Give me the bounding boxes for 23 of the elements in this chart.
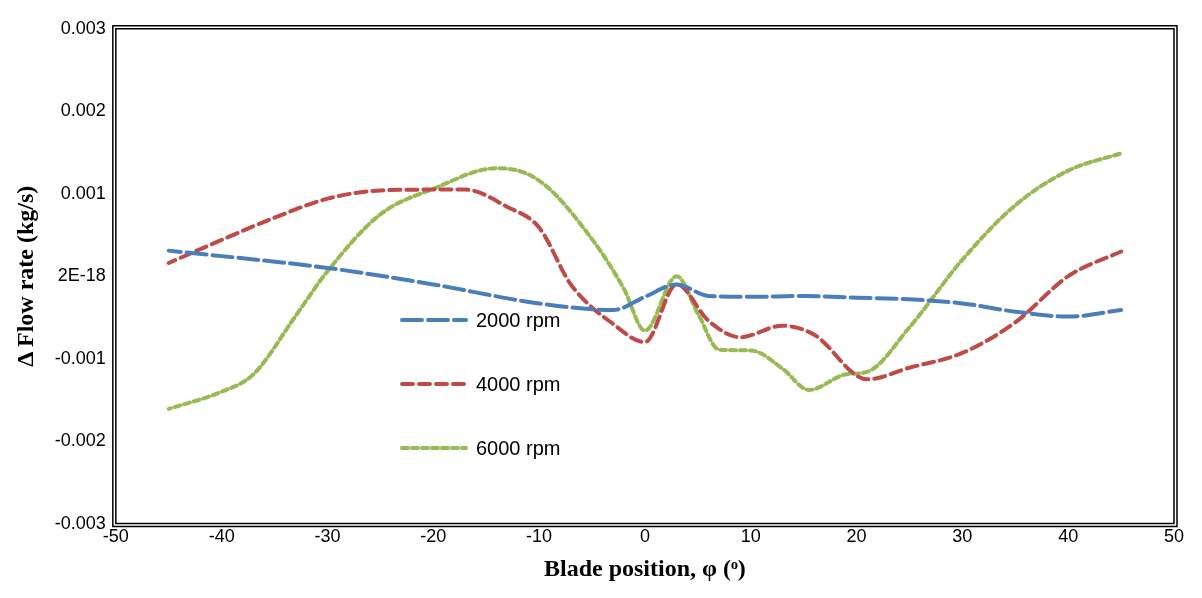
legend-label: 4000 rpm	[476, 372, 561, 396]
x-tick-label: -20	[420, 526, 447, 547]
y-tick-label: -0.002	[54, 430, 106, 451]
line-series	[166, 151, 1124, 411]
x-tick-label: 0	[639, 526, 650, 547]
x-tick-label: 20	[846, 526, 867, 547]
legend-label: 2000 rpm	[476, 308, 561, 332]
y-tick-label: 0.002	[60, 100, 106, 121]
y-tick-label: 0.003	[60, 17, 106, 38]
y-tick-label: -0.003	[54, 512, 106, 533]
y-tick-label: 0.001	[60, 182, 106, 203]
x-tick-label: -40	[208, 526, 235, 547]
x-axis-title: Blade position, φ (ᵒ)	[543, 554, 746, 581]
y-tick-label: 2E-18	[57, 265, 106, 286]
x-tick-label: 30	[952, 526, 973, 547]
x-tick-label: 50	[1163, 526, 1185, 547]
legend-label: 6000 rpm	[476, 436, 561, 460]
x-tick-label: 40	[1058, 526, 1079, 547]
x-tick-label: -30	[314, 526, 341, 547]
y-axis-title: Δ Flow rate (kg/s)	[11, 185, 38, 367]
x-tick-label: 10	[740, 526, 761, 547]
x-tick-label: -10	[526, 526, 553, 547]
y-tick-label: -0.001	[54, 347, 106, 368]
